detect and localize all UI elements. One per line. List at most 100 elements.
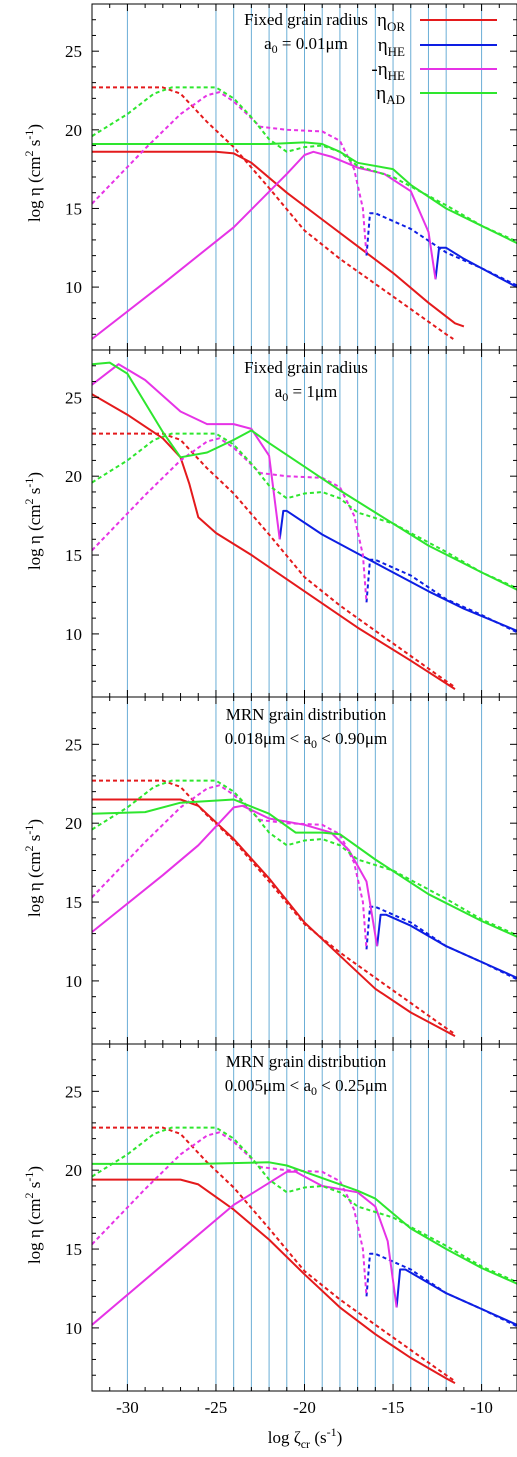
panel-2: 10 15 20 25: [65, 349, 517, 698]
axis-ticks: [91, 349, 517, 698]
panel-4-title-a: 0.005μm < a: [225, 1076, 312, 1095]
series-or-solid-line: [92, 1178, 456, 1384]
series-or-dashed-line: [92, 432, 454, 687]
y-axis-label-panel-1: log η (cm2 s-1): [22, 124, 44, 222]
ylabel-mid: s: [25, 1182, 44, 1193]
legend-sub: HE: [388, 68, 405, 83]
ylabel-close: ): [25, 124, 44, 130]
xlabel-unit: (s: [310, 1428, 327, 1447]
y-tick-label: 25: [65, 735, 82, 754]
y-tick-label: 15: [65, 546, 82, 565]
reference-lines: [126, 1044, 483, 1391]
legend: ηOR ηHE -ηHE ηAD: [371, 10, 497, 107]
panel-1-title-a: a: [264, 34, 272, 53]
y-axis-label-panel-3: log η (cm2 s-1): [22, 819, 44, 917]
panel-1-title-line-2: a0 = 0.01μm: [264, 34, 348, 56]
ylabel-mid: s: [25, 835, 44, 846]
panel-4-title-sub: 0: [311, 1084, 317, 1098]
series-neghe-dashed-line: [92, 784, 368, 950]
ylabel-close: ): [25, 1166, 44, 1172]
series-neghe-dashed-line: [92, 1131, 368, 1297]
panel-4-title-line-2: 0.005μm < a0 < 0.25μm: [225, 1076, 387, 1098]
legend-label-eta-he: ηHE: [378, 35, 405, 59]
y-tick-label: 15: [65, 893, 82, 912]
legend-base: η: [378, 35, 388, 56]
legend-item-neg-eta-he: -ηHE: [371, 59, 497, 83]
xlabel-unit-sup: -1: [327, 1425, 337, 1439]
series-group: [92, 361, 517, 690]
series-neghe-solid-line: [92, 363, 281, 540]
y-tick-label: 15: [65, 1240, 82, 1259]
ylabel-sup-2: -1: [22, 478, 36, 488]
series-neghe-solid-line: [92, 1170, 398, 1326]
series-ad-solid-line: [92, 141, 517, 244]
ylabel-sup-2: -1: [22, 825, 36, 835]
y-tick-label: 25: [65, 1082, 82, 1101]
ylabel-sup-1: 2: [22, 151, 36, 157]
y-tick-label: 20: [65, 467, 82, 486]
panel-3: 10 15 20 25: [65, 696, 517, 1045]
panel-3-title: MRN grain distribution 0.018μm < a0 < 0.…: [225, 705, 387, 751]
series-or-dashed-line: [92, 779, 454, 1034]
x-tick-label: -30: [116, 1398, 139, 1417]
legend-sub: AD: [386, 92, 405, 107]
xlabel-text: log ζ: [268, 1428, 301, 1447]
series-or-solid-line: [92, 393, 456, 690]
panel-2-title: Fixed grain radius a0 = 1μm: [244, 358, 368, 404]
y-axis-label-panel-2: log η (cm2 s-1): [22, 472, 44, 570]
panel-2-title-line-2: a0 = 1μm: [275, 382, 337, 404]
panel-4: 10 15 20 25 -30 -25 -20 -15 -10: [65, 1043, 517, 1417]
series-he-dashed-line: [365, 212, 517, 287]
y-tick-label: 10: [65, 625, 82, 644]
legend-label-neg-eta-he: -ηHE: [371, 59, 405, 83]
reference-lines: [126, 4, 483, 350]
series-or-dashed-line: [92, 86, 454, 340]
series-ad-solid-line: [92, 798, 517, 938]
series-or-solid-line: [92, 150, 465, 328]
axis-ticks: [91, 1043, 517, 1392]
series-group: [92, 779, 517, 1037]
legend-item-eta-he: ηHE: [378, 35, 497, 59]
ylabel-close: ): [25, 472, 44, 478]
xlabel-close: ): [337, 1428, 343, 1447]
ylabel-text: log η (cm: [25, 852, 44, 918]
axis-ticks: [91, 3, 517, 351]
y-tick-label: 20: [65, 814, 82, 833]
reference-lines: [126, 350, 483, 697]
ylabel-sup-2: -1: [22, 130, 36, 140]
panel-4-title-line-1: MRN grain distribution: [226, 1052, 387, 1071]
series-neghe-dashed-line: [92, 437, 368, 603]
ylabel-text: log η (cm: [25, 157, 44, 223]
series-neghe-solid-line: [92, 150, 437, 340]
legend-prefix: -: [371, 59, 377, 80]
legend-item-eta-ad: ηAD: [376, 83, 497, 107]
series-ad-dashed-line: [92, 779, 517, 937]
ylabel-sup-1: 2: [22, 846, 36, 852]
y-tick-label: 20: [65, 121, 82, 140]
panel-1-title-line-1: Fixed grain radius: [244, 10, 368, 29]
ylabel-sup-2: -1: [22, 1172, 36, 1182]
panel-1-title-sub: 0: [272, 42, 278, 56]
y-axis-label-panel-4: log η (cm2 s-1): [22, 1166, 44, 1264]
ylabel-text: log η (cm: [25, 1199, 44, 1265]
x-tick-label: -15: [382, 1398, 405, 1417]
panel-2-title-line-1: Fixed grain radius: [244, 358, 368, 377]
x-tick-label: -20: [293, 1398, 316, 1417]
panel-1: 10 15 20 25: [65, 3, 517, 351]
ylabel-close: ): [25, 819, 44, 825]
xlabel-sub: cr: [301, 1437, 310, 1451]
legend-base: η: [376, 83, 386, 104]
x-tick-label: -25: [205, 1398, 228, 1417]
series-he-solid-line: [395, 1268, 517, 1326]
legend-label-eta-or: ηOR: [377, 10, 405, 34]
svg-text:log η (cm2 s-1): log η (cm2 s-1): [22, 124, 44, 222]
panel-2-title-a: a: [275, 382, 283, 401]
svg-text:log η (cm2 s-1): log η (cm2 s-1): [22, 1166, 44, 1264]
panel-4-title: MRN grain distribution 0.005μm < a0 < 0.…: [225, 1052, 387, 1098]
panel-4-title-b: < 0.25μm: [317, 1076, 387, 1095]
y-tick-label: 10: [65, 972, 82, 991]
axis-ticks: [91, 696, 517, 1045]
series-he-dashed-line: [365, 1252, 517, 1328]
panel-1-title-b: = 0.01μm: [278, 34, 348, 53]
series-ad-solid-line: [92, 361, 517, 591]
